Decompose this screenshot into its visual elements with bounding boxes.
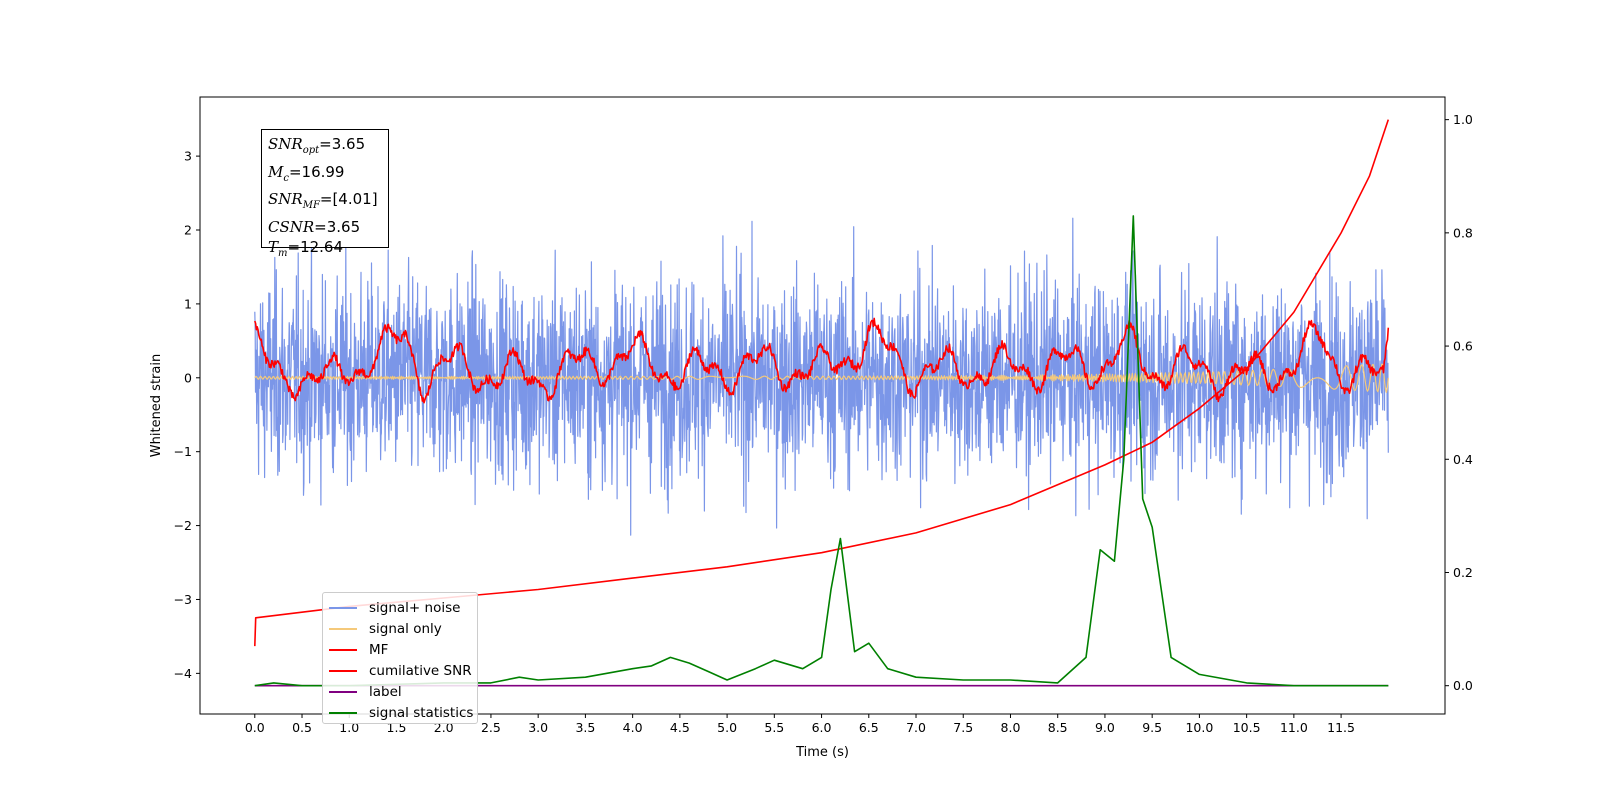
annotation-snr-opt: SNRopt=3.65	[268, 135, 366, 156]
legend-swatch	[329, 690, 357, 693]
y2-tick-label: 0.4	[1453, 452, 1473, 467]
legend-item-cumulative-snr: cumilative SNR	[329, 660, 472, 681]
x-tick-label: 4.5	[670, 720, 690, 735]
y2-tick-label: 1.0	[1453, 112, 1473, 127]
x-tick-label: 11.0	[1280, 720, 1308, 735]
legend-swatch	[329, 627, 357, 630]
x-tick-label: 2.5	[481, 720, 501, 735]
x-tick-label: 10.0	[1185, 720, 1213, 735]
legend: signal+ noise signal only MF cumilative …	[322, 592, 478, 724]
x-tick-label: 6.5	[859, 720, 879, 735]
legend-item-signal-only: signal only	[329, 618, 471, 639]
y-tick-label: 1	[184, 296, 192, 311]
annotation-tm: Tm=12.64	[268, 238, 344, 259]
x-tick-label: 4.0	[623, 720, 643, 735]
legend-item-signal-statistics: signal statistics	[329, 702, 473, 723]
x-tick-label: 8.0	[1001, 720, 1021, 735]
y2-tick-label: 0.8	[1453, 225, 1473, 240]
y2-tick-label: 0.0	[1453, 678, 1473, 693]
legend-swatch	[329, 711, 357, 714]
x-tick-label: 5.0	[717, 720, 737, 735]
annotation-box: SNRopt=3.65 Mc=16.99 SNRMF=[4.01] CSNR=3…	[261, 129, 389, 259]
y2-axis-ticks: 0.0 0.2 0.4 0.6 0.8 1.0	[1445, 112, 1473, 693]
legend-swatch	[329, 669, 357, 672]
annotation-snr-mf: SNRMF=[4.01]	[268, 190, 378, 211]
legend-item-signal-noise: signal+ noise	[329, 597, 471, 618]
x-tick-label: 3.0	[528, 720, 548, 735]
signal-only-line	[254, 363, 1389, 393]
y2-tick-label: 0.2	[1453, 565, 1473, 580]
x-tick-label: 11.5	[1327, 720, 1355, 735]
x-tick-label: 10.5	[1233, 720, 1261, 735]
x-tick-label: 0.0	[245, 720, 265, 735]
axes-frame	[199, 96, 1446, 715]
x-tick-label: 7.5	[953, 720, 973, 735]
x-tick-label: 7.0	[906, 720, 926, 735]
signal-statistics-series	[254, 215, 1389, 687]
mf-series	[254, 317, 1390, 404]
y-tick-label: −3	[174, 592, 192, 607]
signal-noise-band	[254, 217, 1389, 536]
mf-line	[254, 317, 1390, 404]
x-axis-label: Time (s)	[795, 745, 849, 760]
legend-swatch	[329, 648, 357, 651]
legend-swatch	[329, 606, 357, 609]
x-tick-label: 0.5	[292, 720, 312, 735]
legend-item-label: label	[329, 681, 471, 702]
x-tick-label: 6.0	[812, 720, 832, 735]
x-tick-label: 5.5	[764, 720, 784, 735]
y-tick-label: −2	[174, 518, 192, 533]
y-axis-label: Whitened strain	[149, 354, 164, 457]
annotation-csnr: CSNR=3.65	[268, 217, 361, 236]
signal-only-series	[254, 363, 1389, 393]
x-tick-label: 9.0	[1095, 720, 1115, 735]
signal-noise-line	[254, 217, 1389, 536]
y-tick-label: 0	[184, 370, 192, 385]
x-tick-label: 8.5	[1048, 720, 1068, 735]
y-tick-label: −4	[174, 666, 192, 681]
signal-statistics-line	[254, 215, 1389, 687]
y-tick-label: 2	[184, 223, 192, 238]
legend-item-mf: MF	[329, 639, 471, 660]
y-axis-ticks: −4 −3 −2 −1 0 1 2 3	[174, 149, 200, 681]
y-tick-label: 3	[184, 149, 192, 164]
annotation-mc: Mc=16.99	[268, 162, 345, 184]
y2-tick-label: 0.6	[1453, 339, 1473, 354]
x-tick-label: 3.5	[575, 720, 595, 735]
y-tick-label: −1	[174, 444, 192, 459]
x-tick-label: 9.5	[1142, 720, 1162, 735]
